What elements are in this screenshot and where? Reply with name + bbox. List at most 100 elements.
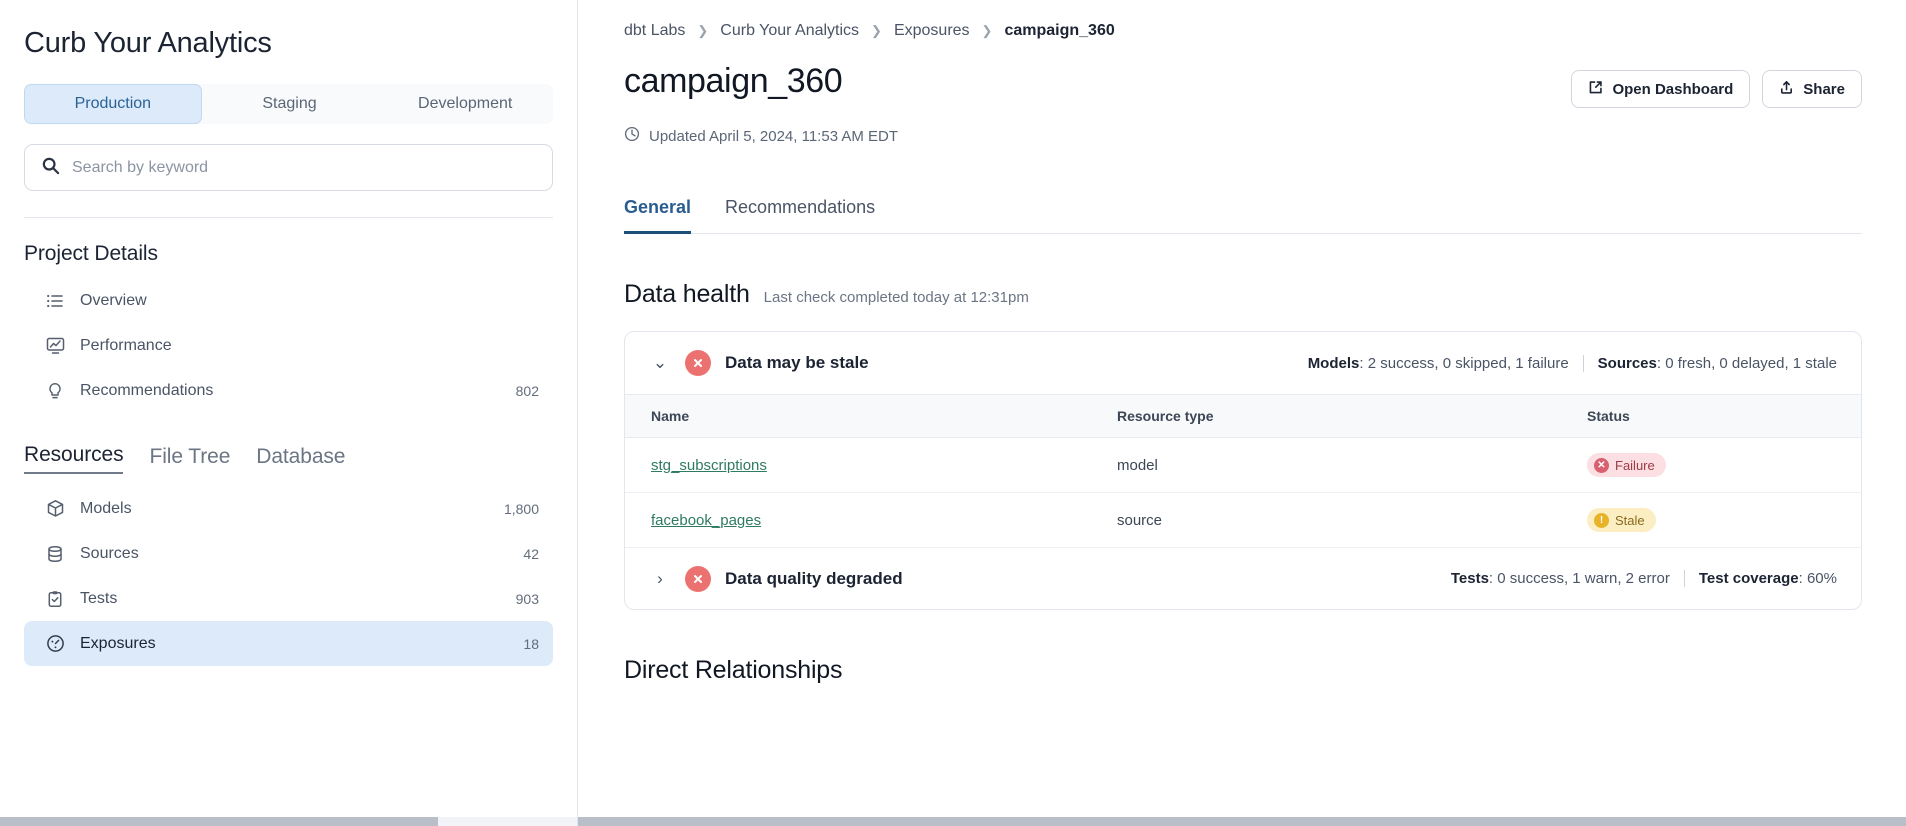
sidebar-item-sources[interactable]: Sources 42: [24, 531, 553, 576]
direct-relationships-title: Direct Relationships: [624, 656, 843, 684]
env-tab-staging[interactable]: Staging: [262, 95, 317, 112]
env-tab-production[interactable]: Production: [24, 84, 202, 124]
lightbulb-icon: [44, 382, 66, 400]
sidebar-item-performance[interactable]: Performance: [24, 323, 553, 368]
sidebar-item-count: 42: [523, 545, 539, 562]
open-dashboard-button[interactable]: Open Dashboard: [1571, 70, 1751, 108]
sidebar-item-count: 903: [515, 590, 539, 607]
column-header-name: Name: [625, 394, 1091, 438]
breadcrumb-item-dbt-labs[interactable]: dbt Labs: [624, 22, 686, 39]
database-icon: [44, 545, 66, 563]
search-icon: [41, 156, 60, 180]
data-health-table: Name Resource type Status stg_subscripti…: [625, 394, 1861, 547]
environment-tab-group: Production Staging Development: [24, 84, 553, 124]
stat-separator: [1582, 354, 1584, 372]
breadcrumb-item-exposures[interactable]: Exposures: [893, 22, 970, 39]
sidebar-item-count: 18: [523, 635, 539, 652]
sidebar-item-label: Models: [80, 499, 132, 517]
tab-general[interactable]: General: [624, 197, 692, 234]
sidebar-item-label: Sources: [80, 544, 139, 562]
monitor-chart-icon: [44, 336, 66, 355]
breadcrumb: dbt Labs ❯ Curb Your Analytics ❯ Exposur…: [624, 0, 1862, 40]
tab-database[interactable]: Database: [256, 445, 346, 468]
search-input[interactable]: [72, 158, 536, 177]
project-details-heading: Project Details: [24, 242, 158, 265]
data-health-section-stale[interactable]: ⌄ Data may be stale Models: 2 success, 0…: [625, 332, 1861, 394]
table-header-row: Name Resource type Status: [625, 394, 1861, 438]
sidebar-item-tests[interactable]: Tests 903: [24, 576, 553, 621]
resource-tab-group: Resources File Tree Database: [24, 443, 553, 474]
table-row: facebook_pages source ! Stale: [625, 493, 1861, 548]
warning-icon: !: [1594, 512, 1609, 528]
chevron-right-icon: ❯: [697, 23, 709, 38]
sidebar-item-label: Performance: [80, 336, 172, 354]
clipboard-check-icon: [44, 590, 66, 608]
updated-timestamp: Updated April 5, 2024, 11:53 AM EDT: [624, 126, 1862, 146]
status-badge-label: Stale: [1615, 512, 1645, 528]
chevron-down-icon[interactable]: ⌄: [652, 353, 668, 372]
title-row: campaign_360 Open Dashboard: [624, 62, 1862, 108]
sidebar-item-label: Recommendations: [80, 381, 214, 399]
sidebar-item-label: Tests: [80, 589, 118, 607]
chevron-right-icon: ❯: [981, 23, 993, 38]
clock-icon: [624, 126, 640, 146]
tab-resources[interactable]: Resources: [24, 443, 124, 474]
share-upload-icon: [1779, 80, 1794, 99]
stat-value: 2 success, 0 skipped, 1 failure: [1367, 354, 1569, 372]
resource-link[interactable]: facebook_pages: [651, 511, 762, 529]
chevron-right-icon[interactable]: ›: [657, 568, 663, 588]
project-title: Curb Your Analytics: [24, 27, 272, 59]
status-badge-label: Failure: [1615, 457, 1655, 473]
section-title: Data may be stale: [725, 353, 869, 372]
sidebar-item-exposures[interactable]: Exposures 18: [24, 621, 553, 666]
resources-nav: Models 1,800 Sources 42: [24, 486, 553, 666]
page-title: campaign_360: [624, 62, 843, 100]
cube-icon: [44, 499, 66, 518]
gauge-icon: [44, 634, 66, 653]
stat-label: Test coverage: [1698, 570, 1799, 587]
stat-label: Models: [1307, 354, 1360, 372]
resource-type-cell: source: [1117, 511, 1163, 529]
sidebar-horizontal-scrollbar[interactable]: [0, 817, 577, 826]
breadcrumb-item-campaign-360: campaign_360: [1004, 22, 1115, 39]
chevron-right-icon: ❯: [871, 23, 882, 38]
stat-value: 0 success, 1 warn, 2 error: [1497, 570, 1670, 587]
data-health-section-quality[interactable]: › Data quality degraded Tests: 0 success…: [625, 547, 1861, 609]
stat-separator: [1683, 570, 1685, 587]
sidebar-item-models[interactable]: Models 1,800: [24, 486, 553, 531]
list-icon: [44, 292, 66, 310]
breadcrumb-item-curb-your-analytics[interactable]: Curb Your Analytics: [720, 22, 860, 39]
updated-text: Updated April 5, 2024, 11:53 AM EDT: [649, 127, 899, 145]
resource-type-cell: model: [1091, 437, 1561, 493]
sidebar-item-overview[interactable]: Overview: [24, 278, 553, 323]
column-header-status: Status: [1561, 394, 1861, 438]
resource-link[interactable]: stg_subscriptions: [651, 456, 767, 474]
main-content: dbt Labs ❯ Curb Your Analytics ❯ Exposur…: [578, 0, 1906, 826]
data-health-header: Data health Last check completed today a…: [624, 280, 1862, 309]
error-circle-icon: [685, 565, 711, 592]
status-badge: ! Stale: [1587, 508, 1656, 532]
project-details-nav: Overview Performance: [24, 278, 553, 413]
status-badge: ✕ Failure: [1587, 453, 1666, 477]
stat-label: Tests: [1450, 570, 1489, 587]
share-button[interactable]: Share: [1762, 70, 1862, 108]
title-actions: Open Dashboard Share: [1571, 62, 1862, 108]
search-box[interactable]: [24, 144, 553, 191]
sidebar: Curb Your Analytics Production Staging D…: [0, 0, 578, 826]
stat-label: Sources: [1597, 354, 1657, 372]
table-row: stg_subscriptions model ✕ Failure: [625, 437, 1861, 493]
env-tab-development[interactable]: Development: [418, 95, 513, 112]
main-tab-group: General Recommendations: [624, 196, 1862, 234]
main-horizontal-scrollbar[interactable]: [578, 817, 1906, 826]
stat-value: 0 fresh, 0 delayed, 1 stale: [1665, 354, 1837, 372]
stat-value: 60%: [1806, 570, 1837, 587]
sidebar-item-recommendations[interactable]: Recommendations 802: [24, 368, 553, 413]
tab-recommendations[interactable]: Recommendations: [725, 197, 876, 217]
sidebar-divider: [24, 217, 553, 218]
data-health-subtitle: Last check completed today at 12:31pm: [763, 289, 1029, 306]
tab-file-tree[interactable]: File Tree: [149, 445, 231, 468]
section-stats: Models: 2 success, 0 skipped, 1 failure …: [1307, 354, 1837, 372]
failure-icon: ✕: [1594, 457, 1609, 473]
column-header-resource-type: Resource type: [1091, 394, 1561, 438]
